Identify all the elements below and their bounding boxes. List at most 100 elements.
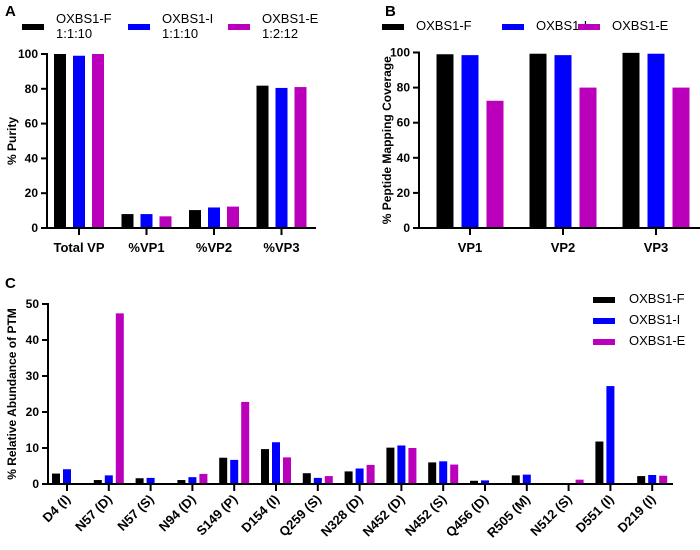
bar-oxbs1-f (470, 480, 478, 483)
legend-sublabel: 1:2:12 (262, 26, 298, 41)
legend-swatch (593, 297, 615, 303)
legend-swatch (502, 24, 524, 30)
bar-oxbs1-f (219, 457, 228, 483)
bar-oxbs1-f (436, 54, 454, 227)
bar-oxbs1-i (272, 442, 280, 483)
bar-oxbs1-e (366, 464, 375, 483)
bar-oxbs1-f (52, 473, 60, 483)
x-tick-label: Q259 (S) (276, 492, 324, 540)
bar-oxbs1-f (637, 476, 646, 483)
bar-oxbs1-e (115, 313, 124, 483)
bar-oxbs1-i (73, 55, 85, 227)
bar-oxbs1-f (595, 441, 604, 483)
x-tick-label: N57 (S) (114, 492, 156, 534)
bar-oxbs1-i (554, 55, 572, 227)
x-tick-label: Total VP (53, 240, 104, 255)
bar-oxbs1-f (302, 473, 311, 483)
legend-label: OXBS1-I (629, 312, 680, 327)
bar-oxbs1-f (344, 471, 353, 483)
legend-sublabel: 1:1:10 (162, 26, 198, 41)
legend-label: OXBS1-F (629, 291, 685, 306)
bar-oxbs1-f (189, 210, 201, 227)
y-tick-label: 0 (32, 477, 39, 491)
bar-oxbs1-i (461, 55, 479, 227)
x-tick-label: D4 (I) (40, 492, 74, 526)
legend-swatch (593, 339, 615, 345)
x-tick-label: VP2 (551, 240, 576, 255)
bar-oxbs1-e (486, 100, 504, 227)
y-tick-label: 60 (397, 116, 411, 130)
bar-oxbs1-e (294, 87, 307, 227)
bar-oxbs1-e (227, 206, 239, 227)
bar-oxbs1-f (261, 449, 269, 483)
y-tick-label: 20 (25, 186, 39, 200)
x-tick-label: R505 (M) (484, 492, 533, 541)
bar-oxbs1-f (622, 52, 640, 228)
x-tick-label: %VP1 (128, 240, 164, 255)
bar-oxbs1-f (93, 480, 102, 483)
bar-oxbs1-i (522, 474, 531, 483)
y-axis-label: % Relative Abundance of PTM (5, 308, 19, 480)
bar-oxbs1-i (606, 386, 615, 483)
bar-oxbs1-i (146, 477, 155, 483)
bar-oxbs1-f (529, 53, 547, 227)
y-tick-label: 40 (26, 333, 40, 347)
y-tick-label: 0 (31, 221, 38, 235)
bar-oxbs1-e (659, 475, 668, 483)
bar-oxbs1-i (481, 480, 489, 483)
bar-oxbs1-i (275, 87, 288, 228)
y-tick-label: 20 (26, 405, 40, 419)
y-axis-label: % Purity (5, 117, 19, 165)
x-tick-label: %VP2 (196, 240, 232, 255)
bar-oxbs1-f (54, 54, 66, 227)
bar-oxbs1-i (188, 477, 197, 483)
x-tick-label: D219 (I) (615, 492, 659, 536)
panel-label: C (5, 275, 16, 292)
bar-oxbs1-f (177, 480, 186, 483)
bar-oxbs1-e (408, 448, 417, 483)
y-tick-label: 50 (26, 297, 40, 311)
y-tick-label: 0 (403, 221, 410, 235)
bar-oxbs1-e (450, 464, 459, 483)
bar-oxbs1-i (439, 461, 448, 483)
bar-oxbs1-e (579, 87, 597, 227)
bar-oxbs1-e (199, 473, 208, 483)
bar-oxbs1-i (355, 468, 364, 483)
bar-oxbs1-e (324, 476, 333, 483)
legend-label: OXBS1-E (612, 18, 669, 33)
legend-swatch (228, 24, 250, 30)
legend-swatch (128, 24, 150, 30)
y-tick-label: 100 (390, 46, 410, 60)
y-tick-label: 80 (397, 81, 411, 95)
bar-oxbs1-i (230, 459, 239, 483)
bar-oxbs1-e (241, 401, 250, 483)
y-tick-label: 40 (25, 151, 39, 165)
x-tick-label: Q456 (D) (443, 492, 491, 540)
x-tick-label: VP3 (644, 240, 669, 255)
legend-swatch (593, 318, 615, 324)
bar-oxbs1-i (313, 477, 322, 483)
y-tick-label: 10 (26, 441, 40, 455)
x-tick-label: N94 (D) (156, 492, 199, 535)
bar-oxbs1-f (121, 214, 134, 227)
x-tick-label: N512 (S) (527, 492, 574, 539)
legend-label: OXBS1-E (629, 333, 686, 348)
x-tick-label: D551 (I) (573, 492, 617, 536)
panel-label: B (385, 3, 396, 20)
y-tick-label: 30 (26, 369, 40, 383)
y-tick-label: 80 (25, 82, 39, 96)
x-tick-label: %VP3 (263, 240, 299, 255)
bar-oxbs1-f (135, 478, 144, 483)
legend-label: OXBS1-E (262, 11, 319, 26)
bar-oxbs1-e (575, 479, 584, 483)
x-tick-label: N57 (D) (72, 492, 115, 535)
x-tick-label: N328 (D) (318, 492, 366, 540)
legend-label: OXBS1-F (56, 11, 112, 26)
x-tick-label: N452 (S) (402, 492, 449, 539)
bar-oxbs1-i (63, 469, 71, 483)
legend-swatch (382, 24, 404, 30)
y-tick-label: 100 (18, 47, 38, 61)
bar-oxbs1-i (140, 214, 153, 227)
bar-oxbs1-f (256, 85, 269, 227)
legend-label: OXBS1-I (536, 18, 587, 33)
